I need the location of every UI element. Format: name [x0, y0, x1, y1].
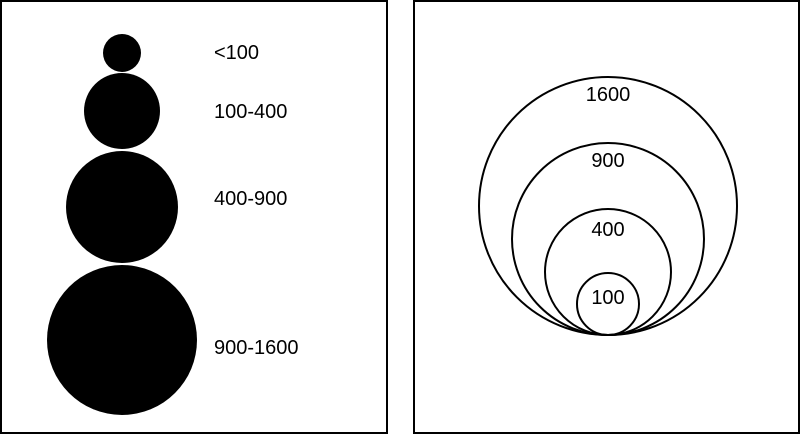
- nested-circle-legend: 1600 900 400 100: [478, 76, 738, 336]
- legend-circle-100-400: [84, 73, 160, 149]
- graduated-symbol-legend-panel: <100 100-400 400-900 900-1600: [0, 0, 388, 434]
- legend-label-400-900: 400-900: [214, 188, 287, 210]
- legend-circle-lt100: [103, 34, 141, 72]
- graduated-symbol-legend: <100 100-400 400-900 900-1600: [47, 34, 299, 415]
- nested-circle-100: [576, 272, 640, 336]
- nested-circle-legend-panel: 1600 900 400 100: [413, 0, 800, 434]
- legend-label-900-1600: 900-1600: [214, 337, 299, 359]
- legend-label-lt100: <100: [214, 42, 259, 64]
- nested-label-100: 100: [591, 287, 624, 309]
- legend-circle-400-900: [66, 151, 178, 263]
- nested-label-900: 900: [591, 150, 624, 172]
- legend-label-100-400: 100-400: [214, 101, 287, 123]
- nested-label-1600: 1600: [586, 84, 631, 106]
- legend-circle-900-1600: [47, 265, 197, 415]
- nested-label-400: 400: [591, 219, 624, 241]
